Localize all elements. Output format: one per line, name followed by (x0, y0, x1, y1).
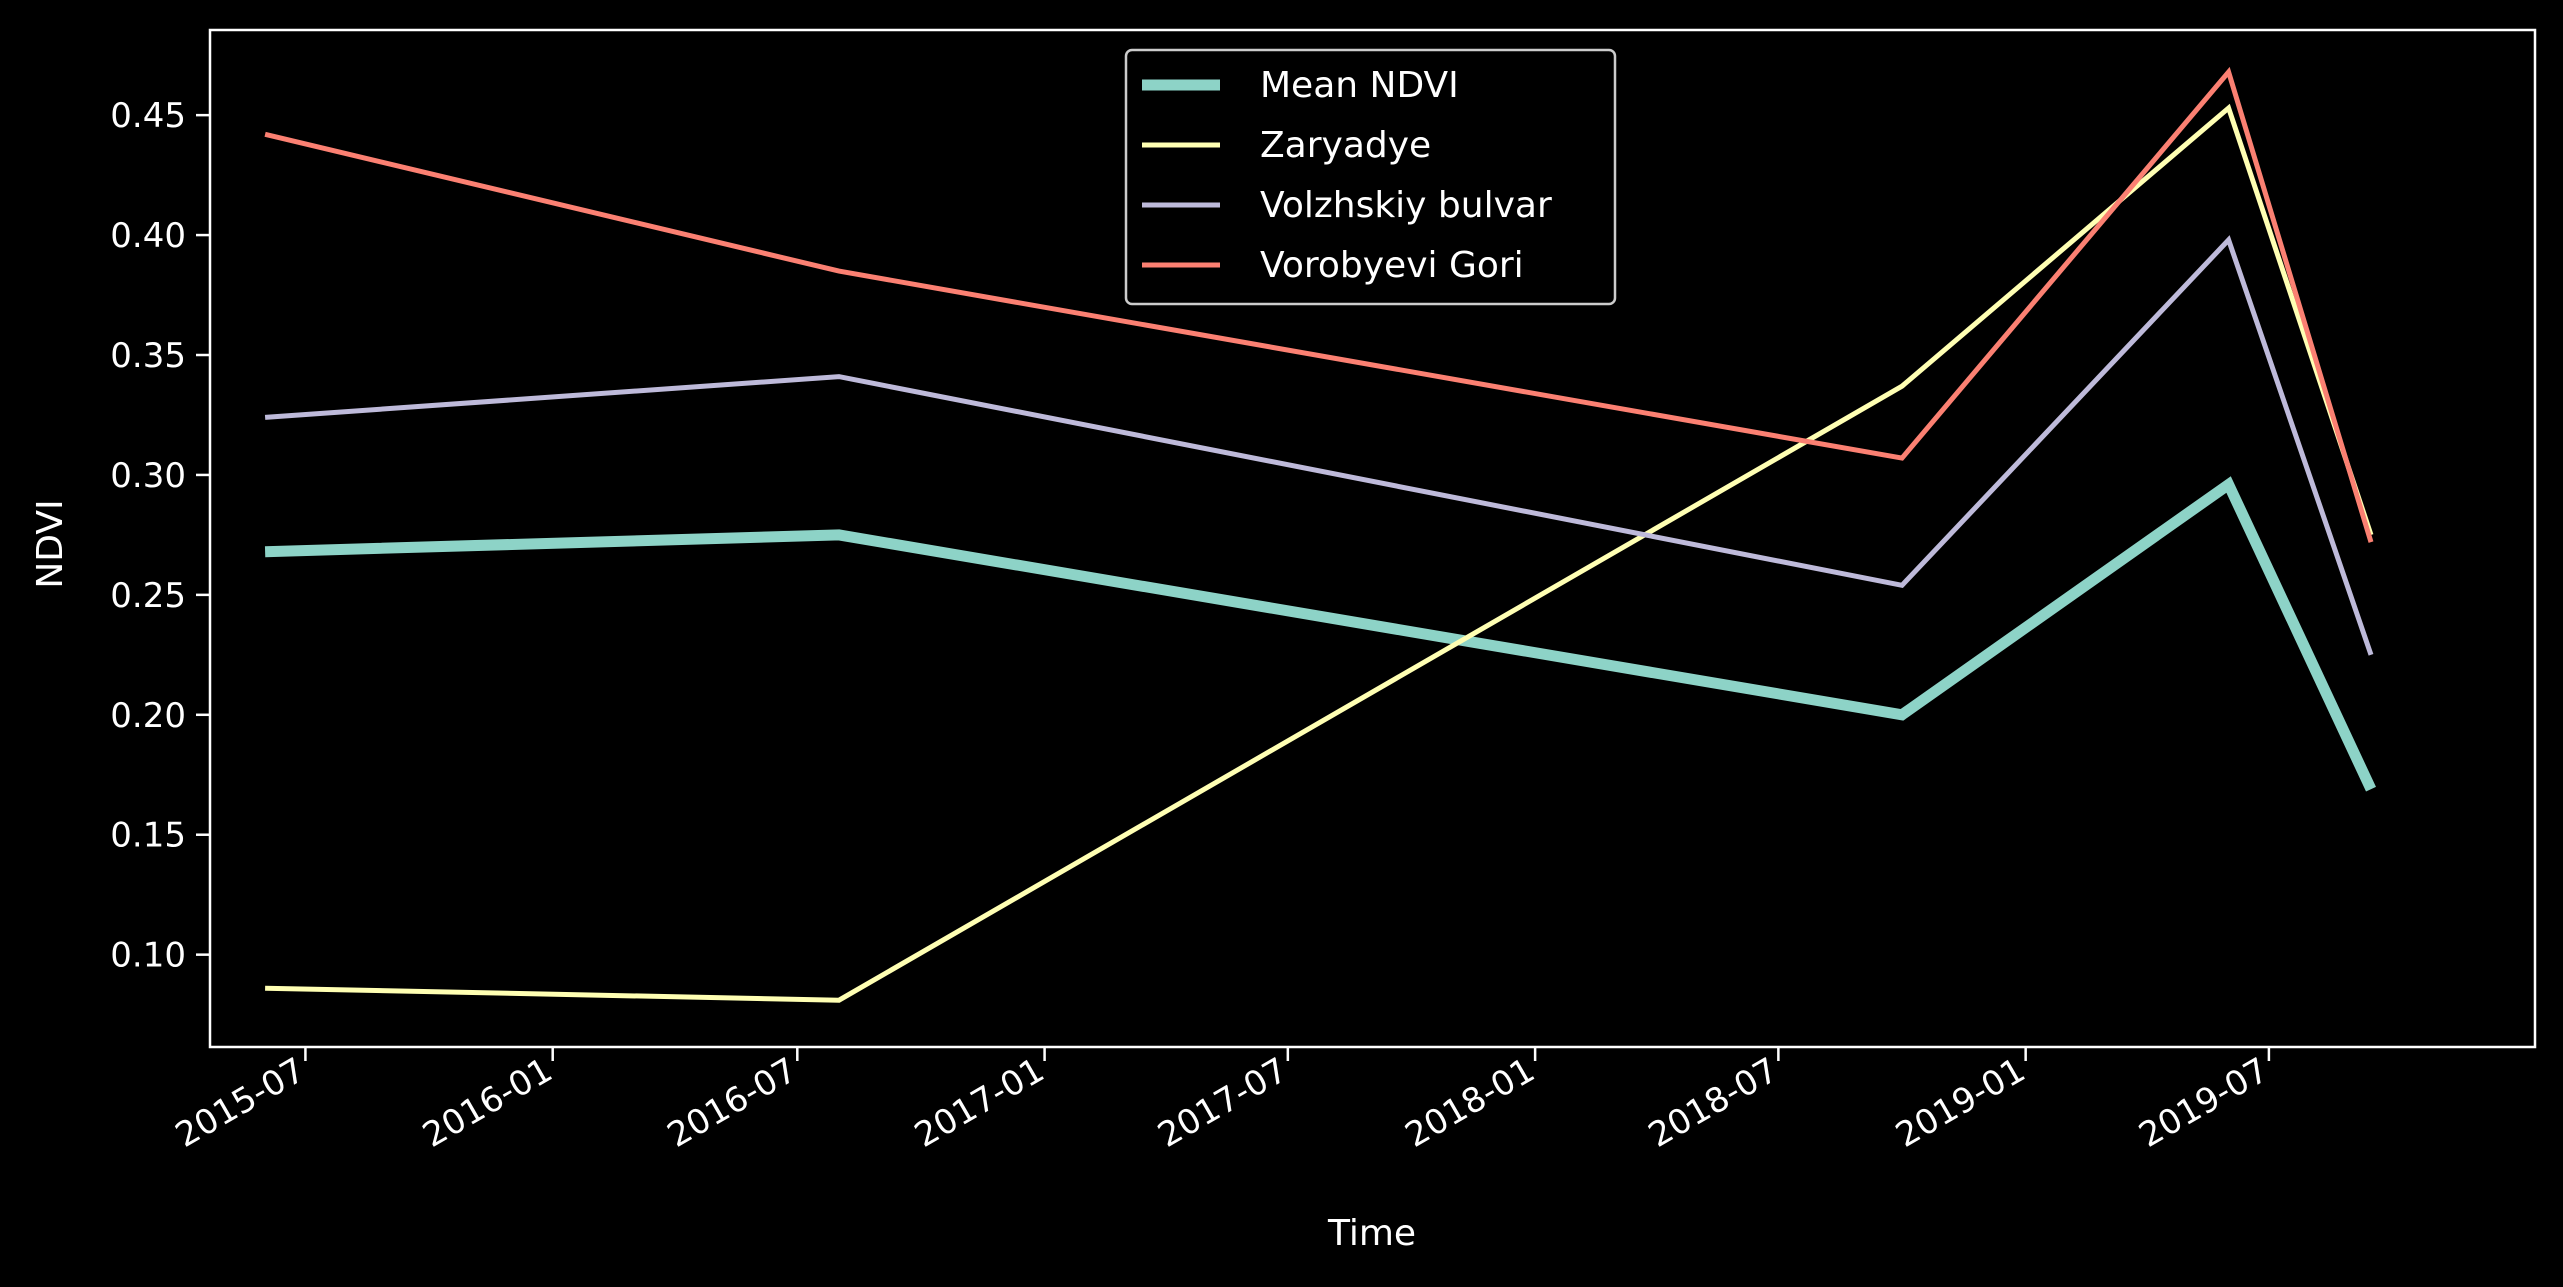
series-line-vorobyevi-gori (264, 66, 2374, 543)
y-tick-label: 0.10 (110, 936, 186, 976)
legend-label-zaryadye: Zaryadye (1260, 125, 1431, 166)
legend-label-volzhskiy-bulvar: Volzhskiy bulvar (1260, 185, 1552, 226)
legend-label-mean-ndvi: Mean NDVI (1260, 65, 1459, 106)
legend-box (1124, 48, 1617, 306)
series-line-zaryadye (265, 103, 2374, 1003)
y-axis-label: NDVI (30, 499, 71, 588)
series-lines (264, 66, 2376, 1003)
y-tick-label: 0.45 (110, 96, 186, 136)
y-tick-label: 0.40 (110, 216, 186, 256)
series-line-volzhskiy-bulvar (264, 235, 2374, 656)
y-tick-label: 0.15 (110, 816, 186, 856)
series-line-mean-ndvi (264, 476, 2376, 792)
y-tick-label: 0.30 (110, 456, 186, 496)
y-tick-label: 0.35 (110, 336, 186, 376)
legend-label-vorobyevi-gori: Vorobyevi Gori (1260, 245, 1524, 286)
y-tick-label: 0.20 (110, 696, 186, 736)
legend: Mean NDVI Zaryadye Volzhskiy bulvar Vorobye… (1124, 48, 1617, 306)
y-axis: 0.10 0.15 0.20 0.25 0.30 0.35 0.40 0.45 (110, 96, 210, 976)
plot-frame (208, 28, 2537, 1049)
x-axis-label: Time (1327, 1213, 1416, 1254)
y-tick-label: 0.25 (110, 576, 186, 616)
